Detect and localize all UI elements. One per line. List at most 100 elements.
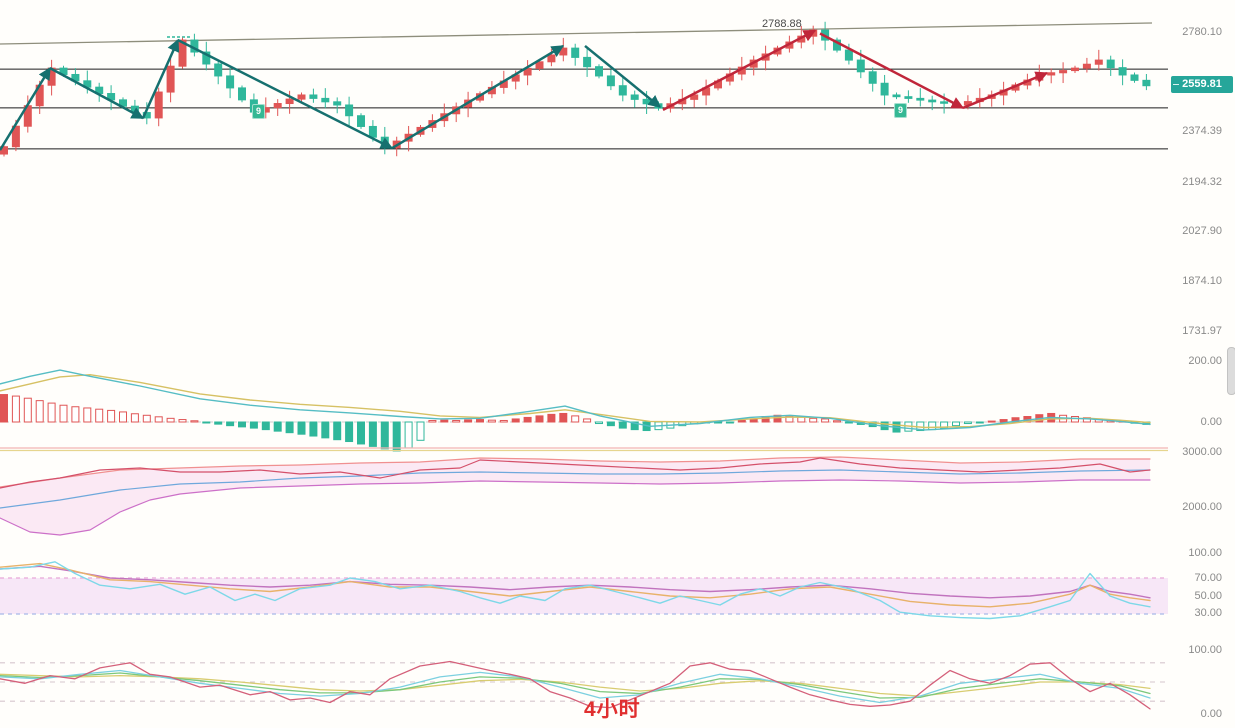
macd-bar	[833, 420, 841, 423]
candle	[238, 87, 246, 101]
candle	[535, 61, 544, 69]
scrollbar-thumb[interactable]	[1227, 347, 1235, 395]
macd-bar	[595, 421, 603, 425]
macd-bar	[357, 421, 365, 445]
macd-bar	[571, 415, 580, 423]
candle	[844, 49, 853, 61]
macd-bar	[416, 421, 425, 441]
timeframe-label: 4小时	[584, 698, 641, 721]
candle	[368, 125, 377, 138]
kdj-j-line	[0, 660, 1151, 710]
boll-panel	[0, 447, 1168, 536]
axis-label: 50.00	[1194, 590, 1222, 602]
macd-bar	[261, 421, 270, 431]
macd-bar	[297, 421, 306, 435]
macd-bar	[618, 421, 627, 429]
candle	[904, 96, 913, 99]
axis-label: 100.00	[1188, 644, 1222, 656]
macd-bar	[725, 421, 734, 424]
boll-upper-line	[0, 456, 1151, 488]
candle	[618, 85, 627, 96]
macd-bar	[940, 421, 949, 429]
macd-bar	[368, 421, 377, 447]
candle	[345, 104, 354, 117]
macd-dif-line	[0, 369, 1151, 431]
candle	[1094, 59, 1103, 65]
candle	[297, 94, 306, 100]
boll-lower-line	[0, 479, 1151, 536]
macd-bar	[95, 408, 104, 423]
macd-bar	[535, 415, 544, 423]
macd-bar	[178, 419, 187, 423]
macd-bar	[130, 413, 139, 423]
macd-bar	[166, 417, 175, 423]
axis-label: 2000.00	[1182, 501, 1222, 513]
macd-bar	[737, 419, 746, 423]
boll-price-line	[0, 457, 1151, 489]
macd-bar	[487, 419, 496, 423]
macd-bar	[0, 394, 8, 423]
macd-bar	[119, 411, 127, 423]
candle	[1047, 72, 1056, 76]
candle	[333, 101, 342, 106]
macd-bar	[547, 413, 556, 423]
macd-bar	[511, 418, 520, 423]
candle	[547, 54, 556, 63]
macd-bar	[630, 421, 639, 431]
macd-bar	[47, 402, 56, 423]
candle	[928, 99, 937, 103]
axis-label: 0.00	[1200, 708, 1222, 720]
macd-bar	[452, 419, 461, 423]
macd-bar	[559, 412, 568, 423]
candle	[856, 59, 865, 73]
peak-price-annotation: 2788.88	[762, 18, 802, 30]
kdj-ma-line	[0, 673, 1151, 697]
macd-bar	[154, 416, 163, 423]
candle	[916, 97, 925, 101]
macd-bar	[202, 421, 211, 424]
macd-bar	[345, 421, 354, 443]
rsi-band-fill	[0, 578, 1168, 614]
macd-bar	[952, 421, 960, 427]
axis-label: 100.00	[1188, 547, 1222, 559]
candle	[1118, 67, 1127, 76]
axis-label: 2374.39	[1182, 125, 1222, 137]
macd-bar	[23, 397, 32, 423]
rsi-slow-line	[0, 565, 1151, 599]
axis-label: 2194.32	[1182, 176, 1222, 188]
candle	[321, 97, 330, 103]
candle	[202, 51, 211, 65]
macd-bar	[583, 418, 592, 423]
axis-label: 0.00	[1200, 416, 1222, 428]
macd-bar	[844, 421, 853, 424]
axis-label: 1874.10	[1182, 275, 1222, 287]
boll-mid-line	[0, 469, 1151, 509]
rsi-fast-line	[0, 561, 1151, 620]
macd-bar	[999, 419, 1008, 423]
axis-label: 70.00	[1194, 572, 1222, 584]
zigzag-overlays	[0, 29, 1049, 151]
macd-bar	[523, 416, 532, 423]
rsi-panel	[0, 561, 1168, 620]
current-price-badge: 2559.81	[1171, 76, 1233, 93]
macd-bar	[380, 421, 389, 450]
macd-bar	[963, 421, 972, 425]
macd-bar	[59, 404, 68, 423]
candle	[571, 47, 580, 58]
macd-bar	[464, 419, 473, 423]
candle	[226, 75, 235, 89]
candle	[642, 98, 651, 105]
macd-bar	[107, 409, 116, 423]
candle	[1059, 70, 1068, 74]
td-sequential-9-badge: 9	[252, 104, 265, 119]
macd-bar	[35, 400, 44, 423]
candles	[0, 21, 1151, 157]
macd-bar	[285, 421, 294, 434]
macd-bar	[987, 420, 996, 423]
candle	[273, 103, 282, 109]
macd-bar	[71, 406, 80, 423]
price-panel	[0, 22, 1168, 150]
candle	[166, 65, 175, 93]
